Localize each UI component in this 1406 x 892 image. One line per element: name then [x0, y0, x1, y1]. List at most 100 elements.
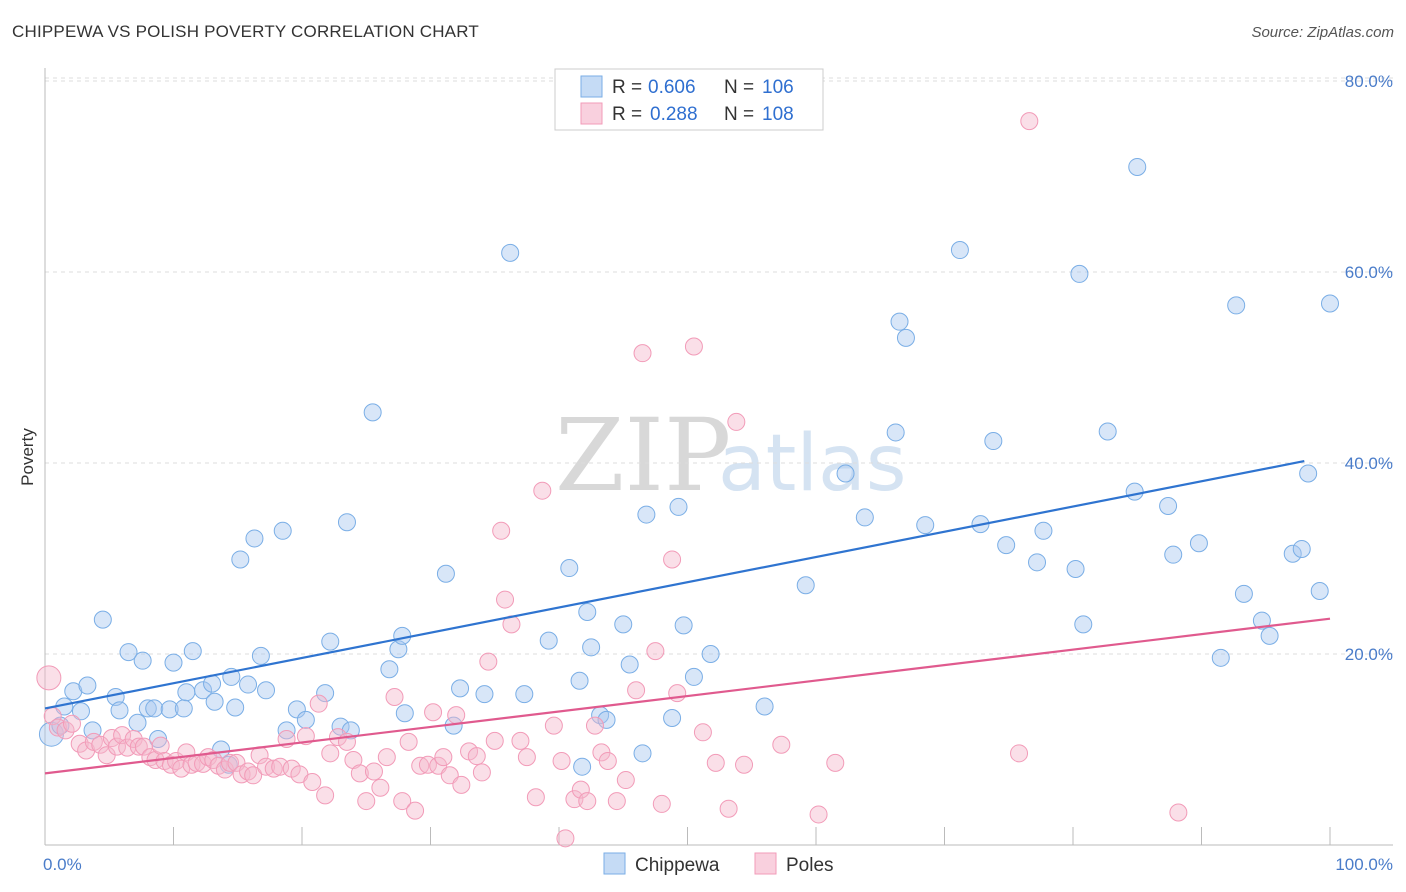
chippewa-point [251, 646, 270, 665]
poles-point [1169, 803, 1188, 822]
poles-point [371, 778, 390, 797]
poles-point [411, 756, 430, 775]
poles-point [633, 344, 652, 363]
chippewa-point [205, 692, 224, 711]
chippewa-point [669, 497, 688, 516]
poles-point [485, 731, 504, 750]
chippewa-point [231, 550, 250, 569]
chippewa-point [663, 708, 682, 727]
chippewa-point [451, 679, 470, 698]
poles-point [517, 748, 536, 767]
chippewa-point [337, 513, 356, 532]
watermark: ZIP atlas [555, 397, 907, 514]
poles-point [357, 792, 376, 811]
chippewa-point [1321, 294, 1339, 313]
chippewa-point [1227, 296, 1246, 315]
bottom-legend-swatch-poles [754, 852, 777, 875]
poles-point [511, 731, 530, 750]
chippewa-point [1159, 496, 1178, 515]
chippewa-point [245, 529, 264, 548]
chippewa-point [1128, 157, 1147, 176]
poles-point [129, 737, 148, 756]
chippewa-point [674, 616, 693, 635]
chippewa-point [363, 403, 382, 422]
chippewa-point [1034, 521, 1053, 540]
chippewa-point [573, 757, 592, 776]
poles-point [663, 550, 682, 569]
bottom-legend-swatch-chippewa [603, 852, 626, 875]
poles-point [264, 759, 283, 778]
chippewa-point [890, 312, 909, 331]
poles-point [533, 481, 552, 500]
chippewa-point [1234, 584, 1253, 603]
poles-point [364, 762, 383, 781]
chippewa-point [287, 700, 306, 719]
chippewa-point [1260, 626, 1279, 645]
y-tick-label: 40.0% [1345, 454, 1393, 473]
chippewa-point [475, 685, 494, 704]
chippewa-point [1189, 534, 1208, 553]
chippewa-point [380, 660, 399, 679]
data-points [36, 112, 1339, 848]
legend-n-label-chippewa: N = [724, 77, 754, 98]
poles-point [668, 684, 687, 703]
chippewa-point [1125, 482, 1144, 501]
chippewa-point [145, 699, 164, 718]
poles-point [399, 732, 418, 751]
poles-point [1020, 112, 1039, 131]
poles-point [434, 748, 453, 767]
chippewa-point [755, 697, 774, 716]
chippewa-point [515, 685, 534, 704]
chippewa-point [984, 432, 1003, 451]
poles-point [321, 744, 340, 763]
chippewa-point [331, 717, 350, 736]
tick-labels: 20.0% 40.0% 60.0% 80.0% 0.0% 100.0% [43, 72, 1393, 874]
poles-point [385, 687, 404, 706]
chippewa-point [1070, 264, 1089, 283]
x-ticks [173, 827, 1331, 845]
chippewa-point [578, 602, 597, 621]
chippewa-point [239, 675, 258, 694]
legend-box: R = 0.606 N = 106 R = 0.288 N = 108 [554, 68, 824, 131]
poles-point [221, 753, 240, 772]
chippewa-point [620, 655, 639, 674]
watermark-atlas: atlas [718, 419, 907, 509]
chippewa-point [916, 516, 935, 535]
chippewa-point [1098, 422, 1117, 441]
chippewa-point [160, 700, 179, 719]
poles-point [826, 753, 845, 772]
chippewa-point [174, 699, 193, 718]
chippewa-point [128, 713, 147, 732]
poles-point [303, 772, 322, 791]
chippewa-point [896, 328, 915, 347]
chippewa-point [633, 744, 652, 763]
legend-r-value-chippewa: 0.606 [648, 77, 696, 98]
poles-point [526, 788, 545, 807]
poles-point [607, 792, 626, 811]
poles-point [479, 652, 498, 671]
poles-point [107, 737, 126, 756]
chippewa-point [560, 559, 579, 578]
chippewa-point [836, 464, 855, 483]
poles-point [316, 786, 335, 805]
chippewa-point [886, 423, 905, 442]
chippewa-point [436, 564, 455, 583]
chippewa-point [133, 651, 152, 670]
poles-point [56, 721, 75, 740]
poles-point [406, 801, 425, 820]
poles-point [719, 799, 738, 818]
chippewa-point [395, 704, 414, 723]
chippewa-point [71, 702, 90, 721]
chippewa-point [1310, 581, 1329, 600]
chippewa-point [164, 653, 183, 672]
poles-point [467, 747, 486, 766]
poles-point [646, 642, 665, 661]
chippewa-point [1211, 648, 1230, 667]
chippewa-point [321, 632, 340, 651]
poles-point [735, 755, 754, 774]
y-tick-label: 60.0% [1345, 263, 1393, 282]
chippewa-point [1066, 560, 1085, 579]
poles-point [616, 771, 635, 790]
chippewa-point [684, 667, 703, 686]
poles-point [429, 756, 448, 775]
